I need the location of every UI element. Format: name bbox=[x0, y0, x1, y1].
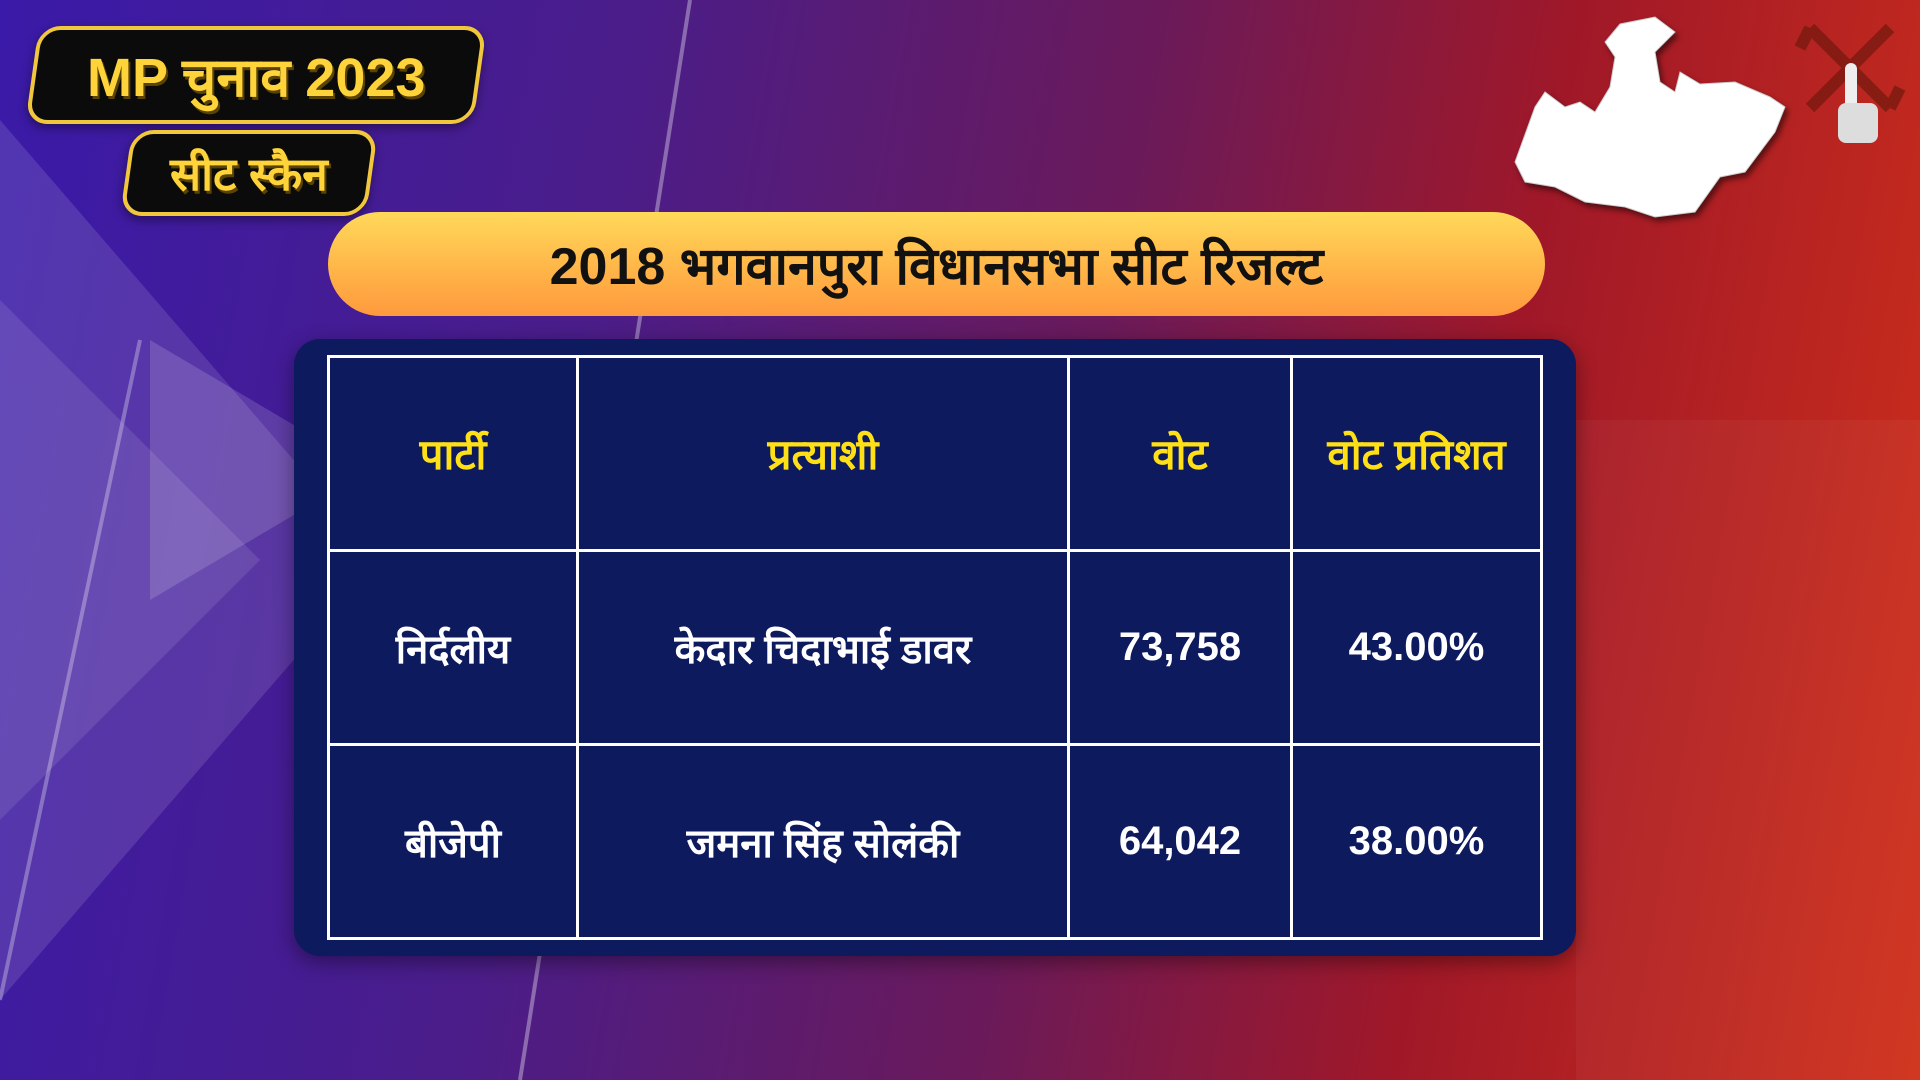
header-vote-percent: वोट प्रतिशत bbox=[1290, 355, 1543, 552]
badge-main-text: MP चुनाव 2023 bbox=[86, 48, 426, 108]
madhya-pradesh-map-icon bbox=[1514, 16, 1786, 218]
cell-party: बीजेपी bbox=[327, 743, 579, 940]
table-row: बीजेपी जमना सिंह सोलंकी 64,042 38.00% bbox=[327, 743, 1543, 940]
cell-votes: 73,758 bbox=[1067, 549, 1293, 746]
table-row: निर्दलीय केदार चिदाभाई डावर 73,758 43.00… bbox=[327, 549, 1543, 746]
cell-votes: 64,042 bbox=[1067, 743, 1293, 940]
header-party: पार्टी bbox=[327, 355, 579, 552]
cell-candidate: केदार चिदाभाई डावर bbox=[576, 549, 1070, 746]
cell-vote-percent: 43.00% bbox=[1290, 549, 1543, 746]
cell-candidate: जमना सिंह सोलंकी bbox=[576, 743, 1070, 940]
header-candidate: प्रत्याशी bbox=[576, 355, 1070, 552]
header-votes: वोट bbox=[1067, 355, 1293, 552]
swastik-voting-finger-icon bbox=[1794, 23, 1906, 143]
badge-sub-text: सीट स्कैन bbox=[170, 148, 328, 200]
seat-scan-badge: सीट स्कैन bbox=[119, 130, 379, 216]
results-table: पार्टी प्रत्याशी वोट वोट प्रतिशत निर्दली… bbox=[327, 355, 1543, 940]
page-title: 2018 भगवानपुरा विधानसभा सीट रिजल्ट bbox=[328, 212, 1545, 316]
cell-party: निर्दलीय bbox=[327, 549, 579, 746]
table-header-row: पार्टी प्रत्याशी वोट वोट प्रतिशत bbox=[327, 355, 1543, 552]
election-badge: MP चुनाव 2023 bbox=[25, 26, 487, 124]
cell-vote-percent: 38.00% bbox=[1290, 743, 1543, 940]
